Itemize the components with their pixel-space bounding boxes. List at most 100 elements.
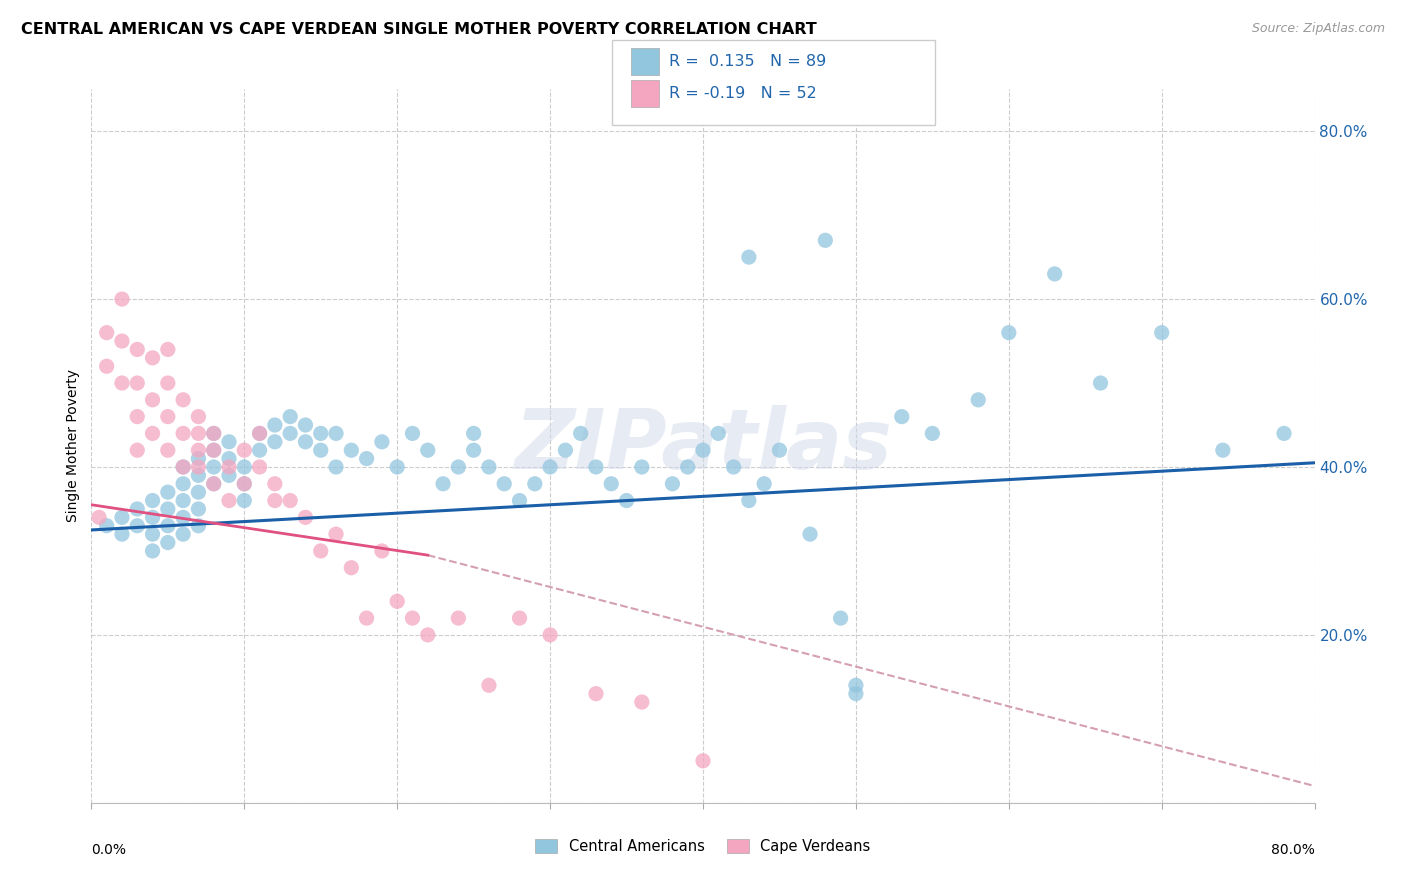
Point	[998, 326, 1021, 340]
Point	[141, 510, 163, 524]
Point	[96, 326, 118, 340]
Point	[202, 476, 225, 491]
Point	[141, 392, 163, 407]
Text: ZIPatlas: ZIPatlas	[515, 406, 891, 486]
Point	[111, 292, 134, 306]
Point	[187, 502, 209, 516]
Point	[96, 518, 118, 533]
Point	[723, 460, 745, 475]
Point	[233, 460, 256, 475]
Point	[447, 460, 470, 475]
Point	[676, 460, 699, 475]
Point	[921, 426, 943, 441]
Point	[325, 460, 347, 475]
Point	[401, 426, 423, 441]
Point	[156, 409, 179, 424]
Point	[294, 434, 316, 449]
Point	[187, 426, 209, 441]
Point	[187, 485, 209, 500]
Point	[340, 443, 363, 458]
Point	[156, 443, 179, 458]
Point	[187, 409, 209, 424]
Point	[202, 476, 225, 491]
Point	[111, 376, 134, 390]
Point	[156, 485, 179, 500]
Point	[538, 460, 561, 475]
Point	[631, 460, 654, 475]
Point	[218, 434, 240, 449]
Point	[585, 687, 607, 701]
Point	[1090, 376, 1112, 390]
Point	[127, 376, 149, 390]
Point	[264, 493, 287, 508]
Point	[127, 409, 149, 424]
Y-axis label: Single Mother Poverty: Single Mother Poverty	[66, 369, 80, 523]
Point	[233, 443, 256, 458]
Point	[569, 426, 592, 441]
Point	[141, 493, 163, 508]
Point	[309, 426, 332, 441]
Point	[111, 510, 134, 524]
Point	[325, 527, 347, 541]
Point	[172, 460, 194, 475]
Point	[538, 628, 561, 642]
Point	[96, 359, 118, 374]
Point	[463, 443, 485, 458]
Point	[890, 409, 912, 424]
Point	[172, 426, 194, 441]
Point	[249, 460, 271, 475]
Point	[416, 443, 439, 458]
Point	[187, 443, 209, 458]
Point	[156, 535, 179, 549]
Point	[661, 476, 683, 491]
Point	[371, 544, 394, 558]
Point	[754, 476, 776, 491]
Point	[1212, 443, 1234, 458]
Point	[264, 417, 287, 432]
Point	[278, 426, 301, 441]
Point	[111, 527, 134, 541]
Point	[967, 392, 990, 407]
Point	[218, 460, 240, 475]
Point	[554, 443, 576, 458]
Point	[202, 426, 225, 441]
Point	[692, 443, 714, 458]
Point	[156, 376, 179, 390]
Point	[202, 443, 225, 458]
Point	[172, 460, 194, 475]
Point	[432, 476, 454, 491]
Point	[600, 476, 623, 491]
Point	[447, 611, 470, 625]
Point	[218, 493, 240, 508]
Point	[309, 443, 332, 458]
Point	[172, 527, 194, 541]
Point	[1150, 326, 1173, 340]
Point	[814, 233, 837, 247]
Point	[478, 678, 501, 692]
Point	[401, 611, 423, 625]
Point	[264, 476, 287, 491]
Point	[278, 493, 301, 508]
Point	[218, 468, 240, 483]
Point	[631, 695, 654, 709]
Point	[202, 426, 225, 441]
Point	[127, 343, 149, 357]
Point	[845, 687, 868, 701]
Point	[202, 460, 225, 475]
Point	[141, 351, 163, 365]
Point	[616, 493, 638, 508]
Text: R = -0.19   N = 52: R = -0.19 N = 52	[669, 87, 817, 101]
Text: CENTRAL AMERICAN VS CAPE VERDEAN SINGLE MOTHER POVERTY CORRELATION CHART: CENTRAL AMERICAN VS CAPE VERDEAN SINGLE …	[21, 22, 817, 37]
Point	[187, 468, 209, 483]
Point	[585, 460, 607, 475]
Point	[233, 476, 256, 491]
Point	[845, 678, 868, 692]
Point	[87, 510, 110, 524]
Point	[692, 754, 714, 768]
Point	[264, 434, 287, 449]
Point	[233, 476, 256, 491]
Point	[768, 443, 790, 458]
Point	[371, 434, 394, 449]
Point	[385, 460, 409, 475]
Point	[127, 518, 149, 533]
